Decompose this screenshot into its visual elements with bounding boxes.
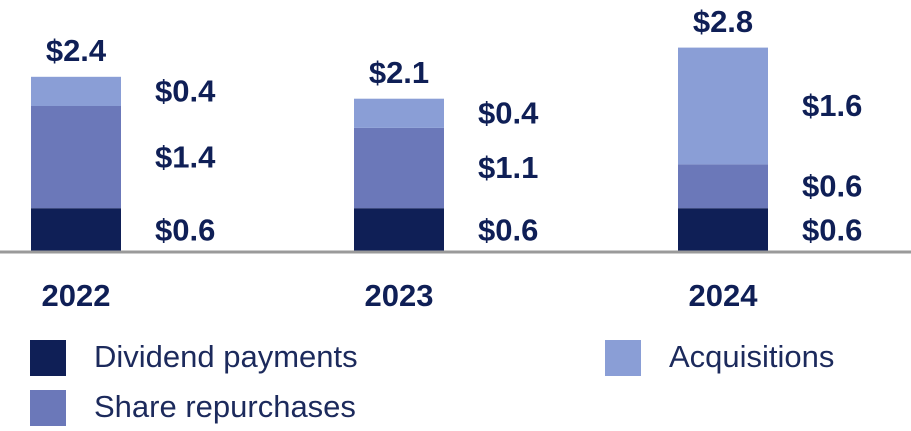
total-label: $2.1 (369, 55, 429, 90)
x-tick-label: 2024 (689, 278, 759, 313)
value-label: $0.6 (802, 168, 862, 203)
bar-segment (31, 76, 121, 106)
x-tick-label: 2022 (42, 278, 111, 313)
bar-segment (31, 106, 121, 209)
x-tick-label: 2023 (365, 278, 434, 313)
legend-label: Acquisitions (669, 339, 834, 374)
bar-segment (354, 98, 444, 128)
value-label: $1.6 (802, 88, 862, 123)
legend-swatch (30, 390, 66, 426)
value-label: $0.6 (155, 212, 215, 247)
value-label: $0.4 (478, 95, 539, 130)
bar-segment (678, 47, 768, 165)
value-label: $0.6 (478, 212, 538, 247)
bar-segment (354, 127, 444, 209)
total-label: $2.4 (46, 33, 107, 68)
legend-label: Share repurchases (94, 389, 356, 424)
value-label: $0.6 (802, 212, 862, 247)
value-label: $1.4 (155, 139, 216, 174)
bar-segment (678, 208, 768, 252)
legend-swatch (605, 340, 641, 376)
legend-swatch (30, 340, 66, 376)
bar-segment (31, 208, 121, 252)
bar-segment (678, 164, 768, 209)
value-label: $0.4 (155, 74, 216, 109)
value-label: $1.1 (478, 150, 538, 185)
bar-segment (354, 208, 444, 252)
total-label: $2.8 (693, 4, 753, 39)
legend-label: Dividend payments (94, 339, 358, 374)
